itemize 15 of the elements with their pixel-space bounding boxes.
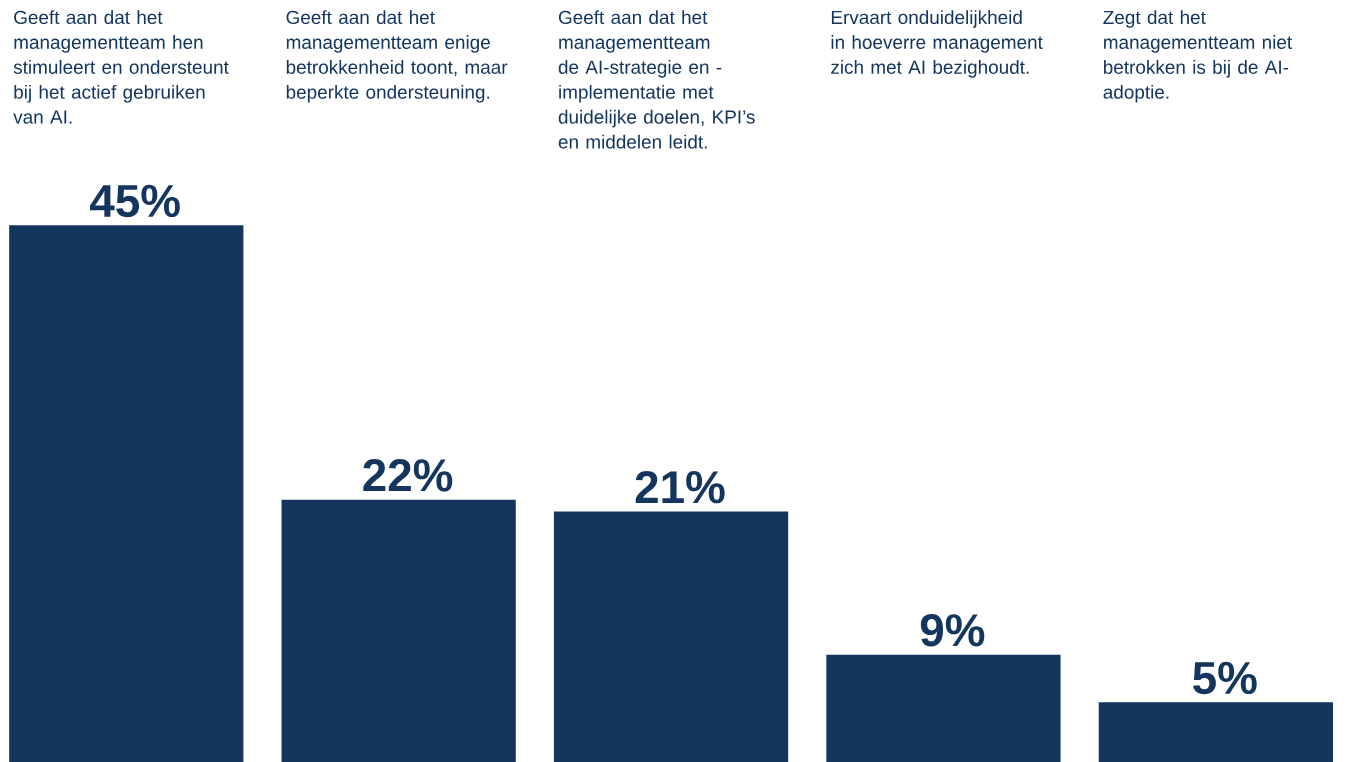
x-tick-label: Geeft aan dat het managementteam enige betrokkenheid toont, maar beperkte ondersteuning.: [286, 10, 508, 103]
data-label: 45%: [90, 184, 180, 218]
data-label: 9%: [920, 614, 985, 647]
data-label: 21%: [635, 471, 725, 504]
bar: [553, 511, 789, 762]
x-tick-label: Zegt dat het managementteam niet betrokken is bij de AI-adoptie.: [1103, 10, 1292, 103]
bar: [9, 225, 244, 762]
data-label: 22%: [363, 459, 453, 492]
x-tick-label: Ervaart onduidelijkheid in hoeverre management zich met AI bezighoudt.: [831, 10, 1043, 78]
data-label: 5%: [1193, 661, 1257, 695]
bar: [1098, 702, 1333, 762]
x-tick-label: Geeft aan dat het managementteam hen stimuleert en ondersteunt bij het actief gebruiken van AI.: [13, 10, 229, 124]
bar: [281, 499, 516, 762]
bar: [826, 654, 1061, 762]
x-tick-label: Geeft aan dat het managementteam de AI-strategie en -implementatie met duidelijke doelen, KPI’s en middelen leidt.: [558, 10, 755, 149]
